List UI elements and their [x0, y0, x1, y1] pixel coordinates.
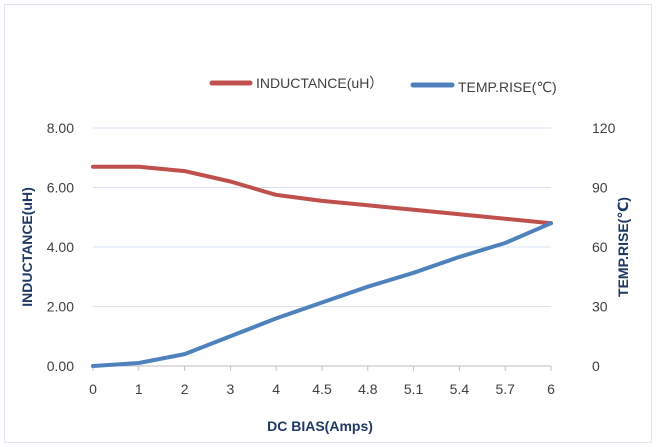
x-tick-label: 4 [272, 381, 280, 397]
y-tick-label: 2.00 [47, 299, 74, 315]
x-tick-label: 6 [547, 381, 555, 397]
y2-tick-label: 120 [592, 120, 616, 136]
gridlines [92, 127, 552, 371]
y-tick-label: 4.00 [47, 239, 74, 255]
x-tick-label: 2 [181, 381, 189, 397]
x-tick-label: 5.4 [450, 381, 470, 397]
y2-tick-label: 0 [592, 358, 600, 374]
tick-labels: 0.00 2.00 4.00 6.00 8.00 0 30 60 90 120 0 1 2 3 4 4.5 4.… [47, 120, 616, 397]
y-tick-label: 0.00 [47, 358, 74, 374]
y-tick-label: 8.00 [47, 120, 74, 136]
x-tick-label: 3 [227, 381, 235, 397]
temp-rise-line [91, 221, 553, 368]
y-axis-title: INDUCTANCE(uH) [19, 187, 35, 307]
legend-label-temp-rise: TEMP.RISE(℃) [458, 79, 557, 95]
series-layer [91, 164, 553, 368]
y2-tick-label: 30 [592, 299, 608, 315]
legend-label-inductance: INDUCTANCE(uH） [256, 75, 383, 91]
y-tick-label: 6.00 [47, 180, 74, 196]
y2-tick-label: 90 [592, 180, 608, 196]
x-axis-title: DC BIAS(Amps) [267, 418, 373, 434]
y2-tick-label: 60 [592, 239, 608, 255]
x-tick-label: 4.5 [312, 381, 332, 397]
legend: INDUCTANCE(uH） TEMP.RISE(℃) [209, 75, 557, 95]
x-tick-label: 4.8 [358, 381, 378, 397]
x-tick-label: 5.7 [495, 381, 515, 397]
x-tick-label: 5.1 [404, 381, 424, 397]
x-tick-label: 1 [135, 381, 143, 397]
x-tick-label: 0 [89, 381, 97, 397]
y2-axis-title: TEMP.RISE(℃) [615, 197, 631, 297]
inductance-line [91, 164, 553, 226]
